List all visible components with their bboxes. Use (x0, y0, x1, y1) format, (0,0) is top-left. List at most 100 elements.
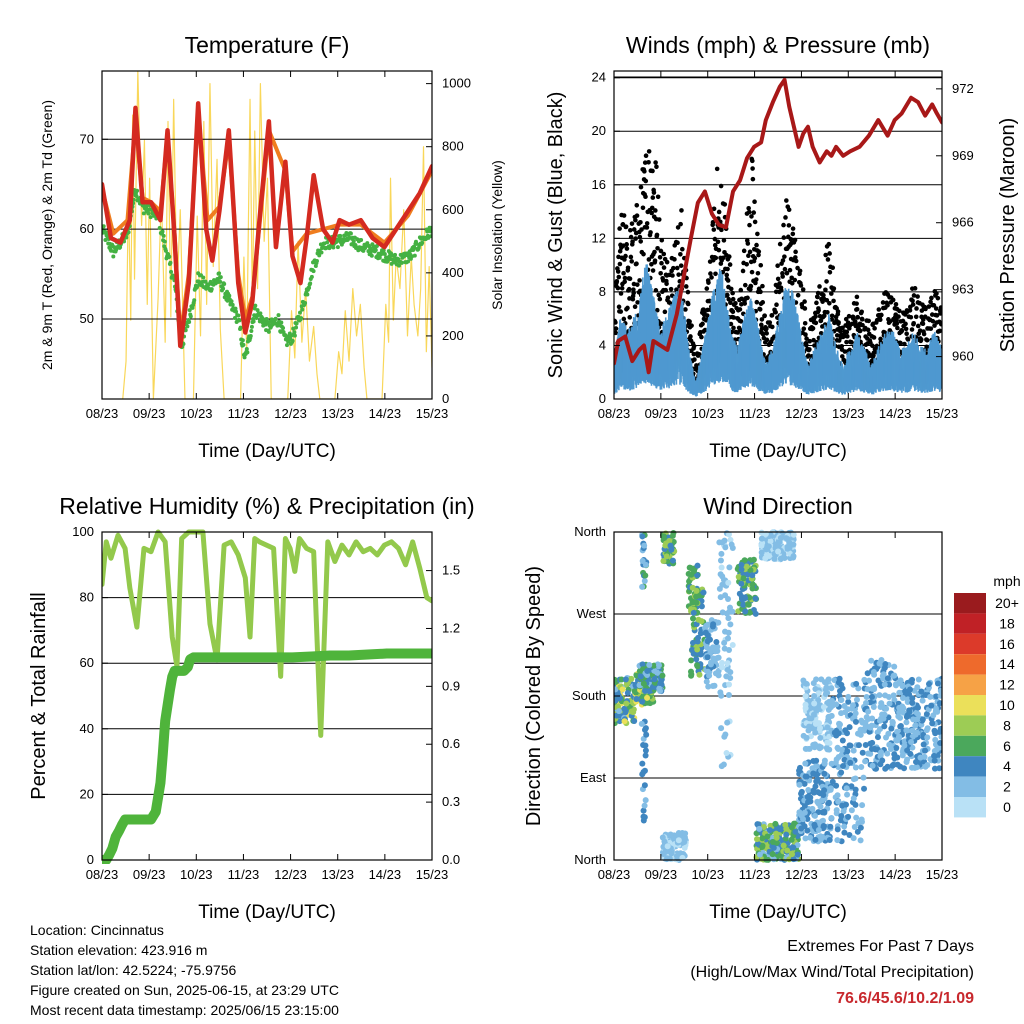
gust-point (746, 253, 751, 259)
gust-point (915, 294, 920, 299)
gust-point (730, 309, 736, 315)
gust-point (683, 307, 688, 312)
gust-point (898, 340, 903, 346)
direction-point (664, 843, 671, 850)
dewpoint-point (308, 281, 313, 286)
direction-point (815, 800, 822, 807)
gust-point (748, 283, 754, 289)
gust-point (737, 307, 743, 312)
gust-point (640, 205, 646, 211)
direction-point (655, 662, 662, 669)
gust-point (752, 199, 757, 205)
direction-point (798, 788, 805, 795)
gust-point (631, 287, 636, 292)
direction-point (772, 542, 779, 549)
dewpoint-point (217, 271, 222, 276)
direction-point (758, 535, 765, 542)
direction-point (614, 703, 621, 710)
dewpoint-point (428, 225, 432, 230)
dewpoint-point (382, 251, 387, 256)
direction-point (642, 797, 649, 804)
direction-point (738, 561, 745, 568)
direction-point (644, 667, 651, 674)
direction-point (724, 660, 731, 667)
gust-point (692, 357, 697, 362)
gust-point (658, 248, 664, 254)
rh-series (102, 529, 432, 738)
direction-point (762, 555, 769, 562)
x-tick-label: 12/23 (274, 406, 307, 421)
direction-point (640, 680, 647, 687)
gust-point (685, 289, 691, 295)
y-tick-label: 50 (80, 311, 94, 326)
gust-point (934, 291, 939, 296)
dewpoint-point (373, 248, 378, 253)
direction-point (697, 651, 704, 658)
direction-point (641, 726, 648, 733)
direction-point (735, 573, 742, 580)
gust-point (924, 337, 930, 343)
gust-point (902, 341, 907, 347)
gust-point (625, 265, 631, 271)
gust-point (839, 354, 845, 359)
gust-point (716, 247, 722, 253)
direction-point (820, 792, 827, 799)
x-tick-label: 10/23 (180, 406, 213, 421)
gust-point (934, 313, 940, 318)
direction-point (758, 549, 765, 556)
x-tick-label: 12/23 (785, 406, 818, 421)
dewpoint-point (300, 307, 305, 312)
direction-point (641, 767, 648, 774)
x-tick-label: 14/23 (369, 867, 402, 882)
direction-point (646, 662, 653, 669)
direction-point (725, 531, 732, 538)
gust-point (929, 295, 934, 301)
dewpoint-point (201, 275, 206, 280)
direction-point (717, 557, 724, 564)
direction-point (616, 718, 623, 725)
direction-point (705, 683, 712, 690)
y-tick-label: 60 (80, 221, 94, 236)
direction-point (705, 668, 712, 675)
gust-point (897, 308, 902, 314)
direction-point (646, 688, 653, 695)
dewpoint-point (307, 285, 312, 290)
direction-point (639, 698, 646, 705)
dewpoint-point (273, 316, 278, 321)
dewpoint-point (406, 259, 411, 264)
dewpoint-point (163, 248, 168, 253)
gust-point (753, 280, 758, 286)
gust-point (750, 166, 755, 171)
dewpoint-point (233, 306, 238, 311)
gust-point (846, 313, 852, 319)
gust-point (651, 190, 657, 195)
gust-point (672, 257, 677, 262)
gust-point (877, 317, 883, 323)
gust-point (807, 347, 812, 352)
direction-point (662, 542, 669, 549)
dewpoint-point (281, 326, 286, 331)
gust-point (662, 309, 668, 315)
gust-point (815, 290, 821, 296)
gust-point (731, 315, 737, 320)
gust-point (678, 251, 683, 257)
direction-point (788, 824, 795, 831)
direction-point (690, 609, 697, 616)
direction-point (723, 673, 730, 680)
gust-point (801, 326, 807, 332)
gust-point (628, 234, 634, 240)
gust-point (750, 158, 755, 164)
direction-point (675, 837, 682, 844)
direction-point (721, 733, 728, 740)
direction-point (669, 557, 676, 564)
gust-point (655, 245, 660, 251)
direction-point (719, 581, 726, 588)
direction-point (749, 585, 756, 592)
dewpoint-point (241, 342, 246, 347)
gust-point (749, 214, 754, 219)
gust-point (827, 251, 832, 256)
x-axis-label: Time (Day/UTC) (709, 441, 847, 462)
gust-point (746, 206, 751, 211)
gust-point (876, 307, 882, 312)
